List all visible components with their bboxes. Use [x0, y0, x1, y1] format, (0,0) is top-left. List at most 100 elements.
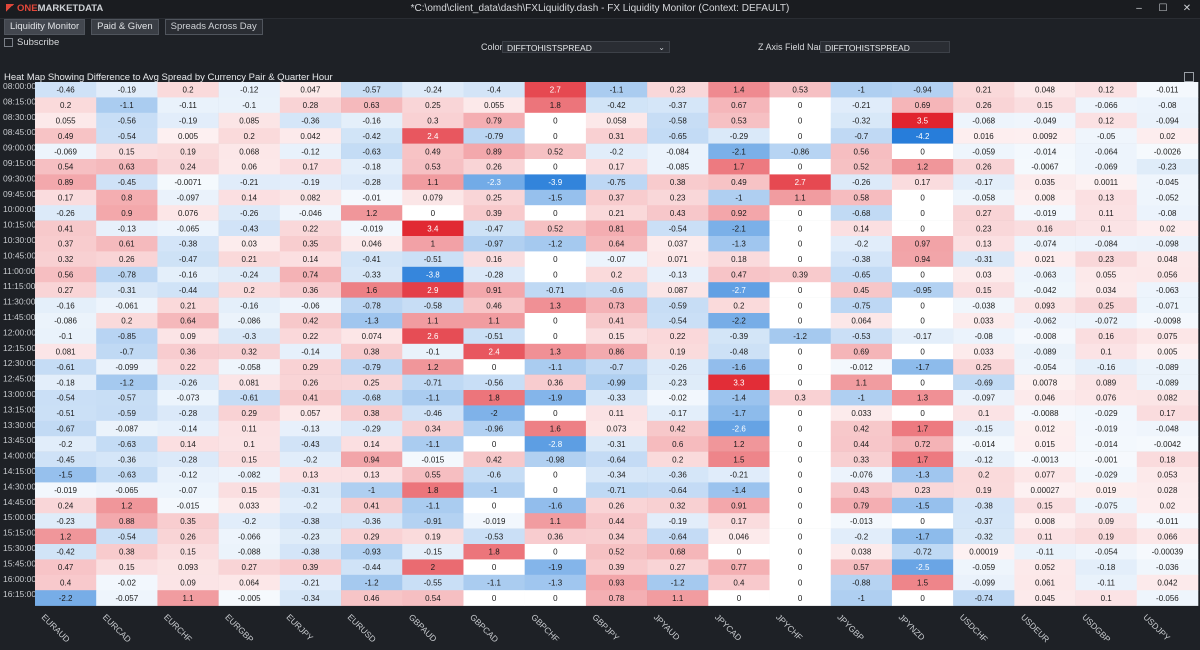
heatmap-cell[interactable]: [157, 297, 219, 314]
heatmap-cell[interactable]: [953, 266, 1015, 283]
heatmap-cell[interactable]: [1014, 313, 1076, 329]
heatmap-cell[interactable]: [279, 420, 342, 437]
heatmap-cell[interactable]: [585, 266, 648, 283]
heatmap-cell[interactable]: [279, 266, 342, 283]
heatmap-cell[interactable]: [157, 528, 219, 545]
heatmap-cell[interactable]: [708, 251, 770, 268]
heatmap-cell[interactable]: [708, 189, 770, 206]
heatmap-cell[interactable]: [463, 513, 525, 529]
heatmap-cell[interactable]: [891, 497, 954, 514]
heatmap-cell[interactable]: [830, 266, 893, 283]
heatmap-cell[interactable]: [1075, 251, 1138, 268]
heatmap-cell[interactable]: [1075, 220, 1138, 237]
heatmap-cell[interactable]: [830, 559, 893, 576]
heatmap-cell[interactable]: [953, 451, 1015, 468]
heatmap-cell[interactable]: [708, 451, 770, 468]
heatmap-cell[interactable]: [647, 390, 709, 406]
heatmap-cell[interactable]: [157, 374, 219, 391]
heatmap-cell[interactable]: [1075, 374, 1138, 391]
heatmap-cell[interactable]: [585, 343, 648, 360]
heatmap-cell[interactable]: [402, 590, 464, 606]
heatmap-cell[interactable]: [218, 374, 281, 391]
zaxis-field-input[interactable]: DIFFTOHISTSPREAD: [820, 41, 950, 53]
heatmap-cell[interactable]: [35, 467, 97, 483]
heatmap-cell[interactable]: [585, 189, 648, 206]
heatmap-cell[interactable]: [35, 559, 97, 576]
heatmap-cell[interactable]: [524, 574, 587, 591]
heatmap-cell[interactable]: [341, 174, 403, 191]
heatmap-cell[interactable]: [830, 513, 893, 529]
heatmap-cell[interactable]: [1014, 451, 1076, 468]
heatmap-cell[interactable]: [341, 497, 403, 514]
heatmap-cell[interactable]: [1075, 313, 1138, 329]
heatmap-cell[interactable]: [524, 359, 587, 375]
heatmap-cell[interactable]: [953, 374, 1015, 391]
heatmap-cell[interactable]: [402, 205, 464, 221]
heatmap-cell[interactable]: [279, 128, 342, 144]
heatmap-cell[interactable]: [830, 420, 893, 437]
heatmap-cell[interactable]: [1075, 405, 1138, 422]
heatmap-cell[interactable]: [1075, 205, 1138, 221]
heatmap-cell[interactable]: [1014, 436, 1076, 452]
heatmap-cell[interactable]: [647, 143, 709, 160]
heatmap-cell[interactable]: [96, 159, 158, 175]
heatmap-cell[interactable]: [1014, 497, 1076, 514]
heatmap-cell[interactable]: [96, 251, 158, 268]
heatmap-cell[interactable]: [218, 205, 281, 221]
heatmap-cell[interactable]: [891, 82, 954, 98]
heatmap-cell[interactable]: [769, 220, 832, 237]
heatmap-cell[interactable]: [891, 159, 954, 175]
heatmap-cell[interactable]: [891, 205, 954, 221]
heatmap-cell[interactable]: [647, 189, 709, 206]
heatmap-cell[interactable]: [1136, 544, 1199, 560]
heatmap-cell[interactable]: [35, 112, 97, 129]
heatmap-cell[interactable]: [463, 482, 525, 499]
heatmap-cell[interactable]: [769, 174, 832, 191]
heatmap-cell[interactable]: [647, 528, 709, 545]
heatmap-cell[interactable]: [96, 82, 158, 98]
heatmap-cell[interactable]: [830, 159, 893, 175]
heatmap-cell[interactable]: [1136, 174, 1199, 191]
heatmap-cell[interactable]: [157, 128, 219, 144]
heatmap-cell[interactable]: [891, 390, 954, 406]
heatmap-cell[interactable]: [402, 405, 464, 422]
heatmap-cell[interactable]: [35, 266, 97, 283]
heatmap-cell[interactable]: [463, 420, 525, 437]
heatmap-cell[interactable]: [463, 328, 525, 345]
heatmap-cell[interactable]: [953, 112, 1015, 129]
tab-spreads-across-day[interactable]: Spreads Across Day: [164, 19, 263, 35]
subscribe-checkbox[interactable]: [4, 38, 13, 47]
heatmap-cell[interactable]: [279, 467, 342, 483]
heatmap-cell[interactable]: [953, 328, 1015, 345]
heatmap-cell[interactable]: [708, 497, 770, 514]
heatmap-cell[interactable]: [341, 205, 403, 221]
heatmap-cell[interactable]: [953, 497, 1015, 514]
heatmap-cell[interactable]: [953, 467, 1015, 483]
heatmap-cell[interactable]: [341, 482, 403, 499]
heatmap-cell[interactable]: [341, 220, 403, 237]
heatmap-cell[interactable]: [647, 174, 709, 191]
heatmap-cell[interactable]: [402, 313, 464, 329]
heatmap-cell[interactable]: [1014, 205, 1076, 221]
heatmap-cell[interactable]: [708, 266, 770, 283]
heatmap-cell[interactable]: [891, 467, 954, 483]
heatmap-cell[interactable]: [1136, 297, 1199, 314]
heatmap-cell[interactable]: [708, 174, 770, 191]
heatmap-cell[interactable]: [96, 405, 158, 422]
heatmap-cell[interactable]: [35, 528, 97, 545]
heatmap-cell[interactable]: [585, 328, 648, 345]
heatmap-cell[interactable]: [524, 112, 587, 129]
heatmap-cell[interactable]: [1136, 82, 1199, 98]
heatmap-cell[interactable]: [953, 590, 1015, 606]
heatmap-cell[interactable]: [1014, 359, 1076, 375]
heatmap-cell[interactable]: [341, 574, 403, 591]
heatmap-cell[interactable]: [402, 574, 464, 591]
heatmap-cell[interactable]: [1136, 128, 1199, 144]
heatmap-cell[interactable]: [279, 174, 342, 191]
heatmap-cell[interactable]: [647, 513, 709, 529]
heatmap-cell[interactable]: [96, 112, 158, 129]
heatmap-cell[interactable]: [463, 451, 525, 468]
heatmap-cell[interactable]: [1014, 574, 1076, 591]
heatmap-cell[interactable]: [524, 513, 587, 529]
heatmap-cell[interactable]: [157, 97, 219, 114]
